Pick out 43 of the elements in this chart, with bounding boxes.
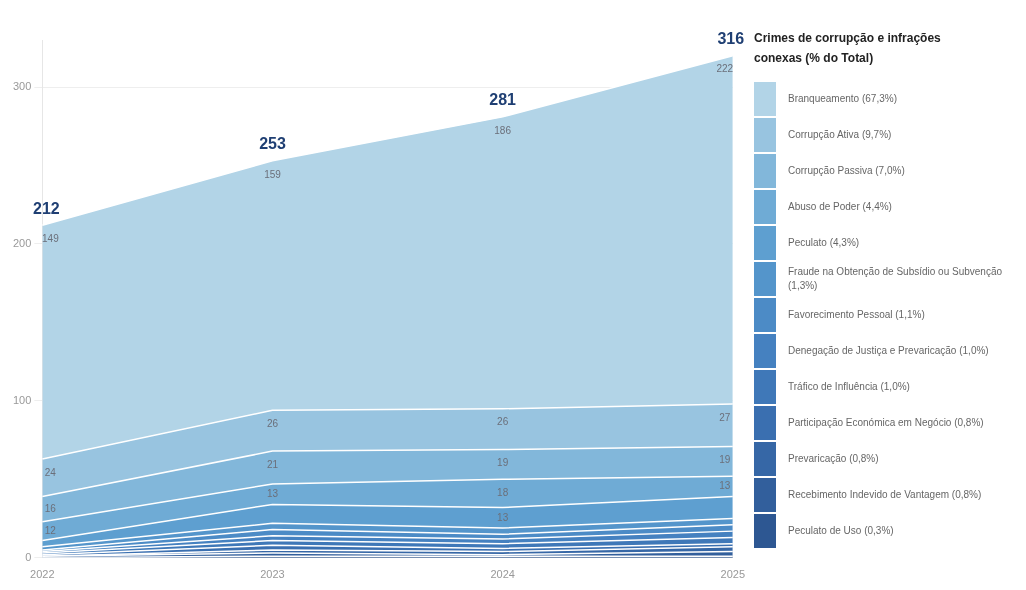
data-label: 19 xyxy=(497,457,509,469)
data-label: 24 xyxy=(44,466,57,478)
data-label: 186 xyxy=(494,124,512,136)
text: Participação Económica em Negócio (0,8%) xyxy=(788,416,984,430)
text: Prevaricação (0,8%) xyxy=(788,452,879,466)
data-label: 18 xyxy=(497,487,509,499)
x-tick-label: 2024 xyxy=(490,568,515,581)
text: Corrupção Passiva (7,0%) xyxy=(788,164,905,178)
text: Peculato de Uso (0,3%) xyxy=(788,524,894,538)
text: Peculato (4,3%) xyxy=(788,236,860,250)
y-tick-label: 0 xyxy=(25,550,32,563)
text: Abuso de Poder (4,4%) xyxy=(788,200,892,214)
total-label: 281 xyxy=(489,91,517,109)
text: Branqueamento (67,3%) xyxy=(788,92,897,106)
data-label: 21 xyxy=(266,458,279,470)
data-label: 13 xyxy=(497,511,509,523)
total-label: 316 xyxy=(717,30,745,48)
text: Recebimento Indevido de Vantagem (0,8%) xyxy=(788,488,982,502)
data-label: 13 xyxy=(719,480,731,492)
legend-title: Crimes de corrupção e infrações conexas (% do Total) xyxy=(754,30,942,67)
x-tick-label: 2022 xyxy=(30,568,55,581)
text: Denegação de Justiça e Prevaricação (1,0%) xyxy=(788,344,989,358)
x-tick-label: 2023 xyxy=(260,568,285,581)
y-tick-label: 200 xyxy=(12,237,32,250)
y-tick-label: 100 xyxy=(12,393,32,406)
text: Tráfico de Influência (1,0%) xyxy=(788,380,910,394)
text: Corrupção Ativa (9,7%) xyxy=(788,128,892,142)
y-tick-label: 300 xyxy=(12,80,32,93)
data-label: 26 xyxy=(497,416,509,428)
total-label: 253 xyxy=(259,135,286,153)
x-tick-label: 2025 xyxy=(720,568,746,581)
data-label: 159 xyxy=(264,168,282,180)
data-label: 222 xyxy=(716,63,734,75)
data-label: 13 xyxy=(266,488,279,499)
data-label: 149 xyxy=(42,232,60,244)
data-label: 26 xyxy=(266,418,279,430)
text: Favorecimento Pessoal (1,1%) xyxy=(788,308,925,322)
text: Fraude na Obtenção de Subsídio ou Subvenção (1,3%) xyxy=(788,265,1004,293)
data-label: 16 xyxy=(44,502,57,514)
data-label: 19 xyxy=(719,454,731,466)
data-label: 12 xyxy=(44,524,57,536)
total-label: 212 xyxy=(33,199,60,217)
data-label: 27 xyxy=(719,411,731,423)
